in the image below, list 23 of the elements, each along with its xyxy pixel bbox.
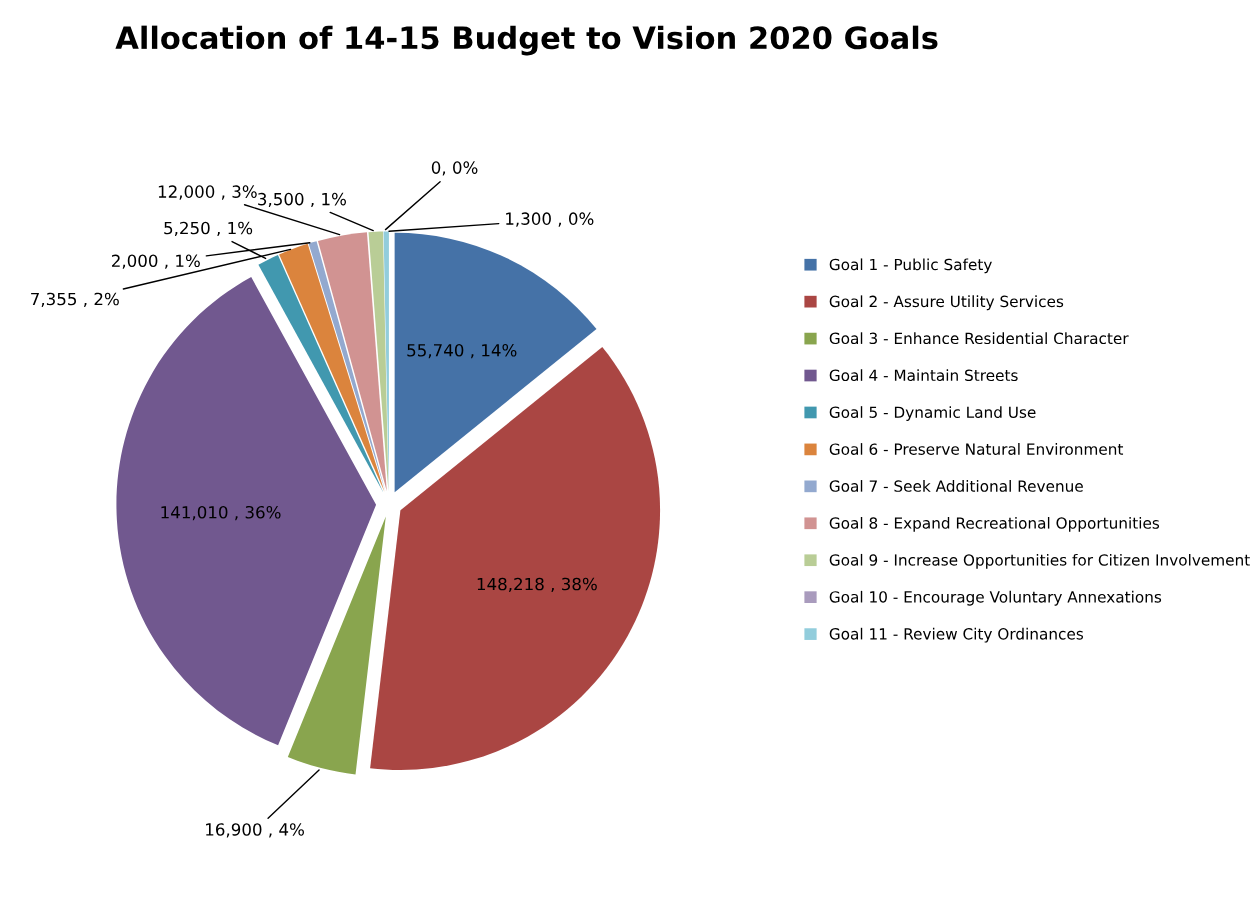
legend-label: Goal 11 - Review City Ordinances [829,627,1084,643]
text: 0, 0% [431,161,478,176]
legend-label: Goal 3 - Enhance Residential Character [829,332,1129,345]
data-label: 2,000 , 1% [111,254,200,269]
chart-title: Allocation of 14-15 Budget to Vision 2020 Goals [115,25,938,56]
data-label: 148,218 , 38% [477,577,597,593]
legend-label: Goal 6 - Preserve Natural Environment [829,443,1124,455]
data-label: 3,500 , 1% [258,192,346,208]
legend-label: Goal 1 - Public Safety [829,258,992,274]
data-label: 16,900 , 4% [206,823,304,838]
data-label: 12,000 , 3% [158,185,257,200]
legend-label: Goal 10 - Encourage Voluntary Annexations [829,590,1162,606]
legend-label: Goal 8 - Expand Recreational Opportunities [829,516,1160,532]
legend-label: Goal 2 - Assure Utility Services [829,295,1064,311]
legend-label: Goal 9 - Increase Opportunities for Citizen Involvement [829,553,1250,569]
data-label: 7,355 , 2% [31,292,119,307]
data-label: 55,740 , 14% [407,343,517,359]
data-label: 141,010 , 36% [161,505,281,521]
data-label: 5,250 , 1% [164,221,253,236]
legend-label: Goal 5 - Dynamic Land Use [829,406,1036,421]
legend-label: Goal 4 - Maintain Streets [829,369,1018,382]
legend-label: Goal 7 - Seek Additional Revenue [829,480,1083,492]
data-label: 1,300 , 0% [506,212,594,227]
